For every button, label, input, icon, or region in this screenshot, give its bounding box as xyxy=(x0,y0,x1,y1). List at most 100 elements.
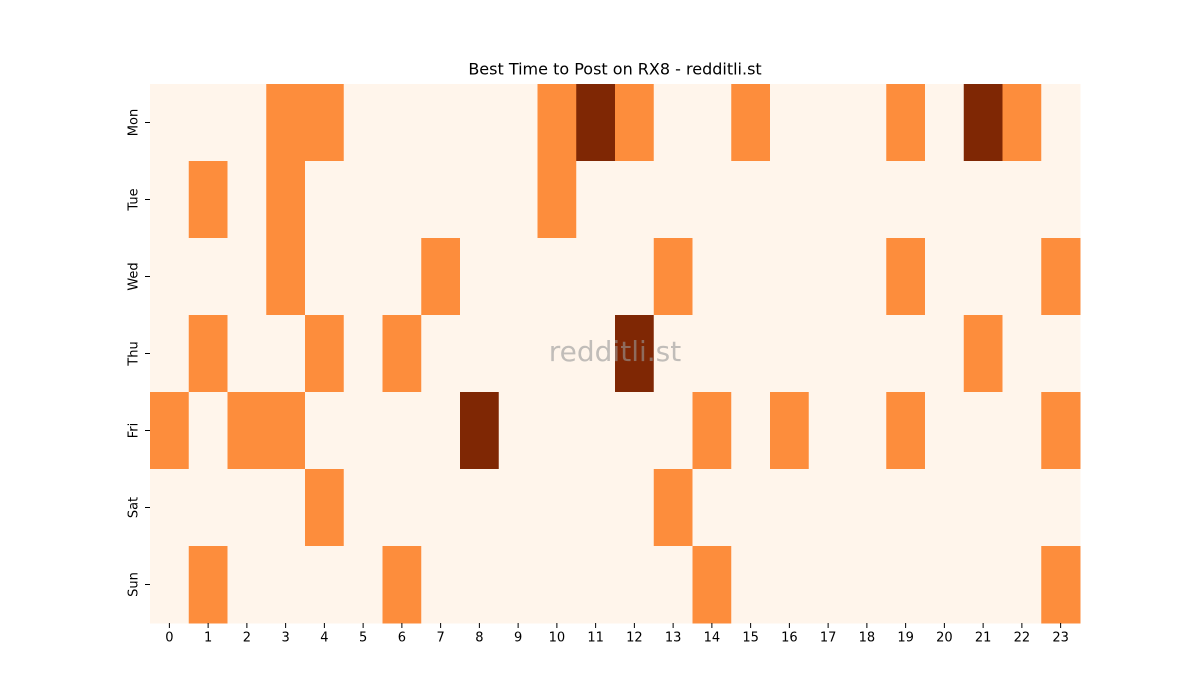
heatmap-cell xyxy=(770,469,810,547)
heatmap-cell xyxy=(808,546,848,624)
heatmap-cell xyxy=(498,469,538,547)
x-tick-label: 21 xyxy=(975,631,992,646)
heatmap-cell xyxy=(150,392,190,470)
heatmap-cell xyxy=(227,469,267,547)
heatmap-cell xyxy=(963,84,1003,162)
x-tick-label: 12 xyxy=(626,631,643,646)
heatmap-cell xyxy=(1002,392,1042,470)
heatmap-cell xyxy=(421,392,461,470)
heatmap-cell xyxy=(305,84,345,162)
heatmap-cell xyxy=(188,392,228,470)
heatmap-cell xyxy=(615,546,655,624)
heatmap-cell xyxy=(1002,238,1042,316)
heatmap-cell xyxy=(188,469,228,547)
heatmap-cell xyxy=(731,469,771,547)
heatmap-cell xyxy=(188,161,228,239)
heatmap-cell xyxy=(886,546,926,624)
heatmap-cell xyxy=(615,315,655,393)
heatmap-cell xyxy=(886,84,926,162)
heatmap-cell xyxy=(886,161,926,239)
heatmap-cell xyxy=(421,84,461,162)
heatmap-cell xyxy=(770,392,810,470)
heatmap-cell xyxy=(150,315,190,393)
heatmap-cell xyxy=(1002,469,1042,547)
heatmap-cell xyxy=(770,161,810,239)
heatmap-cell xyxy=(382,161,422,239)
heatmap-cell xyxy=(266,84,306,162)
heatmap-cell xyxy=(576,469,616,547)
heatmap-cell xyxy=(305,161,345,239)
heatmap-cell xyxy=(615,84,655,162)
heatmap-cell xyxy=(188,84,228,162)
x-tick-label: 8 xyxy=(475,631,483,646)
chart-title: Best Time to Post on RX8 - redditli.st xyxy=(468,60,761,79)
heatmap-cell xyxy=(653,469,693,547)
heatmap-cell xyxy=(1041,392,1081,470)
heatmap-cell xyxy=(266,161,306,239)
heatmap-cell xyxy=(343,469,383,547)
heatmap-cell xyxy=(382,469,422,547)
heatmap-cell xyxy=(615,392,655,470)
heatmap-cell xyxy=(692,238,732,316)
heatmap-cell xyxy=(1002,84,1042,162)
heatmap-cell xyxy=(925,469,965,547)
heatmap-cell xyxy=(421,546,461,624)
x-tick-label: 14 xyxy=(704,631,721,646)
heatmap-cell xyxy=(421,238,461,316)
heatmap-cell xyxy=(692,84,732,162)
heatmap-cell xyxy=(808,161,848,239)
heatmap-cell xyxy=(963,469,1003,547)
heatmap-cell xyxy=(188,315,228,393)
heatmap-cell xyxy=(498,161,538,239)
heatmap-cell xyxy=(770,315,810,393)
heatmap-cell xyxy=(1041,469,1081,547)
heatmap-cell xyxy=(150,546,190,624)
heatmap-cell xyxy=(305,546,345,624)
heatmap-cell xyxy=(653,546,693,624)
x-tick-label: 4 xyxy=(320,631,328,646)
heatmap-cell xyxy=(847,546,887,624)
heatmap-cell xyxy=(576,546,616,624)
heatmap-cell xyxy=(692,315,732,393)
heatmap-cell xyxy=(1002,161,1042,239)
x-tick-label: 5 xyxy=(359,631,367,646)
heatmap-cell xyxy=(808,315,848,393)
heatmap-cell xyxy=(963,238,1003,316)
heatmap-cell xyxy=(925,546,965,624)
y-tick-label: Mon xyxy=(127,109,142,136)
heatmap-cell xyxy=(498,392,538,470)
heatmap-cell xyxy=(1002,315,1042,393)
heatmap-cell xyxy=(498,238,538,316)
heatmap-cell xyxy=(692,546,732,624)
heatmap-cell xyxy=(382,315,422,393)
heatmap-cell xyxy=(1002,546,1042,624)
heatmap-cell xyxy=(460,469,500,547)
heatmap-cell xyxy=(770,546,810,624)
heatmap-cell xyxy=(343,161,383,239)
heatmap-cell xyxy=(266,392,306,470)
heatmap-cell xyxy=(537,84,577,162)
heatmap-cell xyxy=(808,469,848,547)
heatmap-cell xyxy=(498,84,538,162)
heatmap-cell xyxy=(847,161,887,239)
heatmap-cell xyxy=(576,84,616,162)
heatmap-cell xyxy=(460,315,500,393)
x-tick-label: 9 xyxy=(514,631,522,646)
x-tick-label: 0 xyxy=(165,631,173,646)
heatmap-cell xyxy=(460,84,500,162)
heatmap-cell xyxy=(576,315,616,393)
y-tick-label: Wed xyxy=(127,262,142,290)
heatmap-cell xyxy=(653,161,693,239)
heatmap-cell xyxy=(925,161,965,239)
x-tick-label: 1 xyxy=(204,631,212,646)
heatmap-cell xyxy=(692,392,732,470)
heatmap-cell xyxy=(150,238,190,316)
heatmap-cell xyxy=(266,546,306,624)
heatmap-cell xyxy=(460,161,500,239)
heatmap-cell xyxy=(382,84,422,162)
y-tick-label: Sat xyxy=(127,497,142,518)
x-tick-label: 16 xyxy=(781,631,798,646)
heatmap-cell xyxy=(576,238,616,316)
heatmap-cell xyxy=(305,238,345,316)
heatmap-cell xyxy=(498,546,538,624)
